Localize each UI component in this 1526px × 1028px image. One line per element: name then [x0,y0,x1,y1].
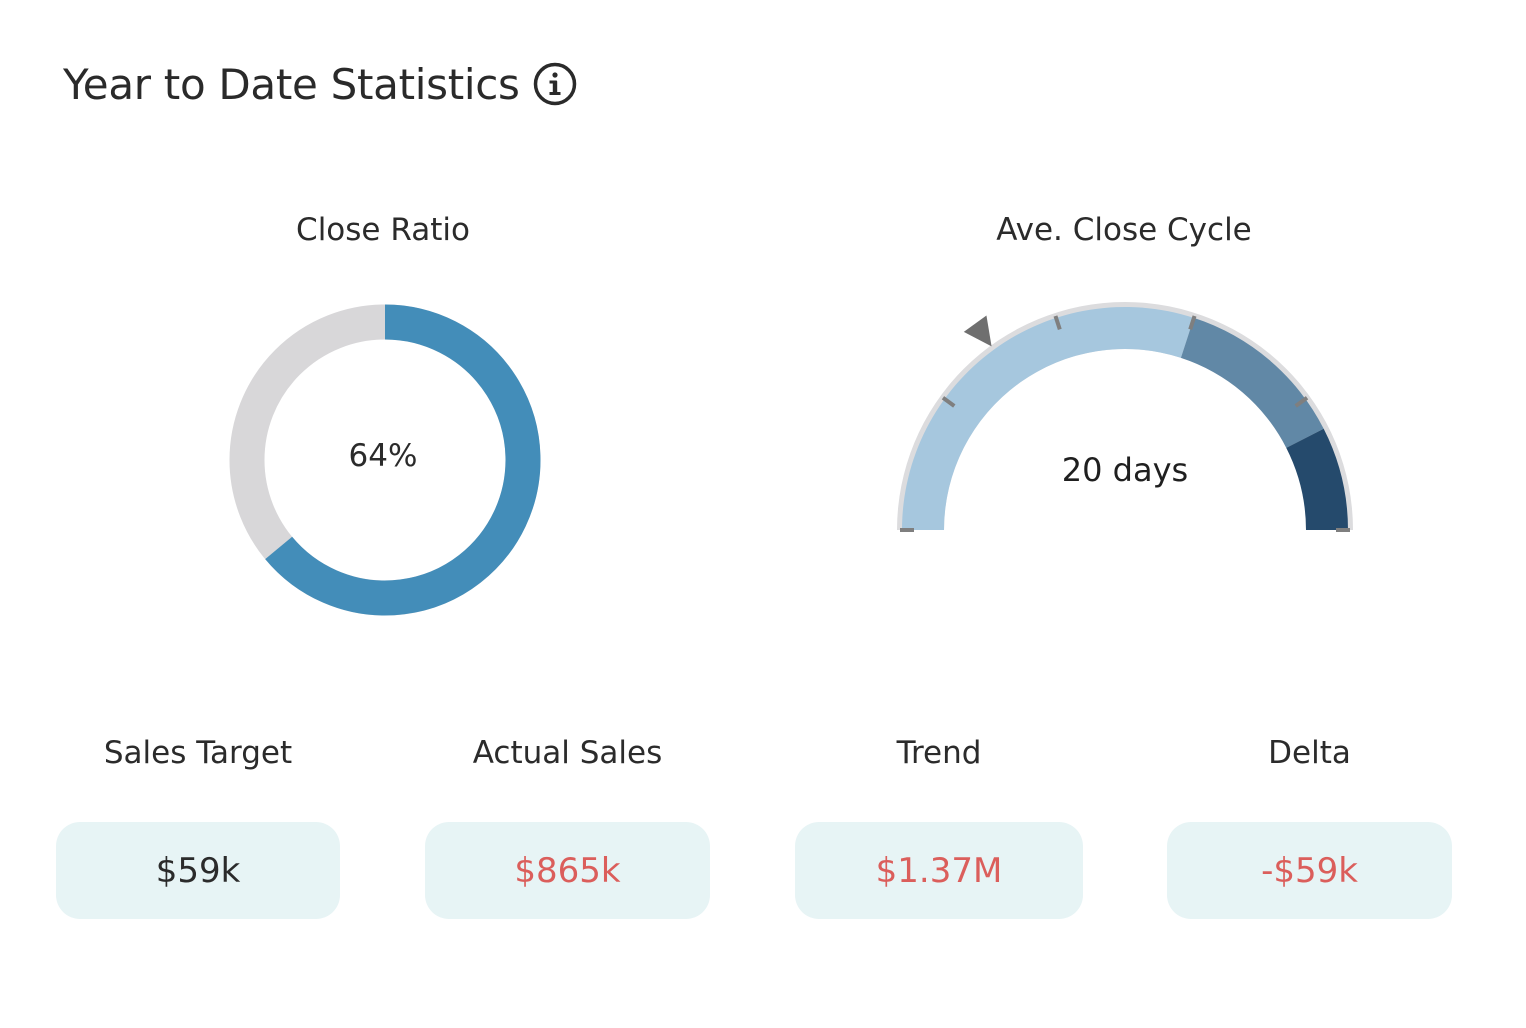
gauge-pointer-icon [963,315,992,347]
delta-label: Delta [1268,735,1351,771]
actual-sales-label: Actual Sales [472,735,663,771]
close-cycle-label: Ave. Close Cycle [996,212,1252,248]
close-cycle-value: 20 days [1062,451,1188,489]
close-ratio-label: Close Ratio [296,212,470,248]
gauge-band-1 [1180,317,1324,448]
close-cycle-gauge: 20 days [897,302,1353,532]
trend-label: Trend [896,735,982,771]
close-ratio-value: 64% [349,438,418,474]
sales-target-label: Sales Target [103,735,293,771]
gauge-tick-3 [1188,315,1197,330]
title-row: Year to Date Statistics [63,56,578,112]
gauge-band-0 [902,306,1194,530]
close-ratio-donut: 64% [229,304,541,616]
actual-sales-value: $865k [425,822,710,919]
gauge-band-2 [1286,428,1348,530]
gauge-tick-4 [1294,396,1309,408]
sales-target-value: $59k [56,822,340,919]
info-circle-icon[interactable] [532,61,578,107]
gauge-tick-1 [941,396,956,408]
donut-filled-arc [265,304,541,616]
page-title: Year to Date Statistics [63,59,520,109]
gauge-bands [902,306,1348,530]
gauge-tick-2 [1053,315,1062,330]
trend-value: $1.37M [795,822,1083,919]
delta-value: -$59k [1167,822,1452,919]
gauge-ticks [900,315,1350,532]
